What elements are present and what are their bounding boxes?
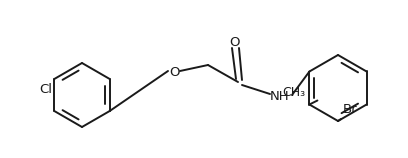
Text: CH₃: CH₃ <box>282 85 306 98</box>
Text: NH: NH <box>270 91 290 103</box>
Text: Br: Br <box>343 103 358 116</box>
Text: Cl: Cl <box>39 83 52 96</box>
Text: O: O <box>169 66 179 79</box>
Text: O: O <box>230 36 240 49</box>
